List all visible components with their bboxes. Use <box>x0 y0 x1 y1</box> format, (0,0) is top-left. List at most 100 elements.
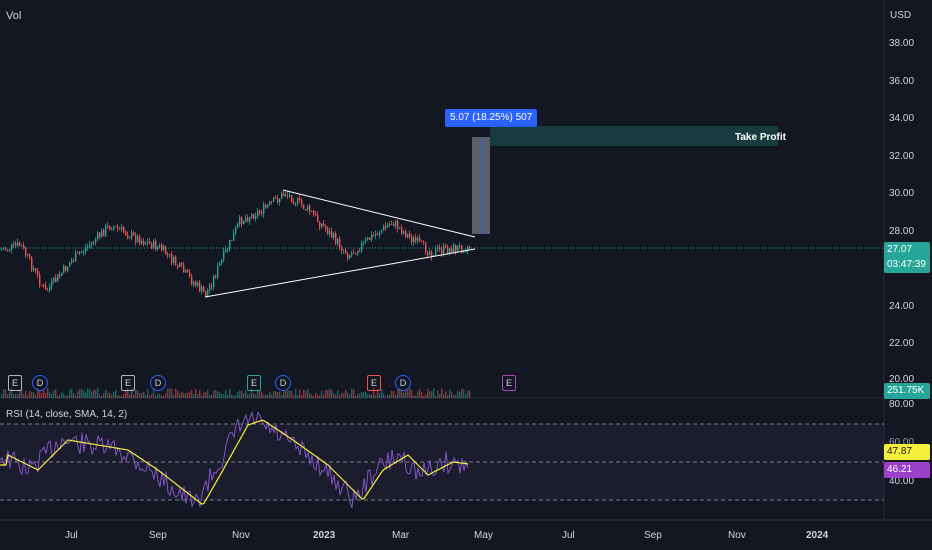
volume-bar <box>447 395 449 398</box>
earnings-event-icon[interactable]: E <box>367 375 381 391</box>
volume-bar <box>449 389 451 398</box>
time-tick: 2024 <box>806 530 829 541</box>
volume-bar <box>175 388 177 398</box>
volume-bar <box>397 388 399 398</box>
candle-body <box>125 232 127 236</box>
candle-body <box>367 237 369 240</box>
candle-body <box>443 245 445 254</box>
candle-body <box>241 217 243 225</box>
volume-bar <box>221 394 223 398</box>
candle-body <box>421 241 423 243</box>
measure-label[interactable]: 5.07 (18.25%) 507 <box>445 109 538 127</box>
volume-bar <box>289 390 291 398</box>
candle-body <box>89 244 91 247</box>
volume-bar <box>205 392 207 398</box>
candle-body <box>109 225 111 230</box>
candle-body <box>469 246 471 248</box>
candle-body <box>247 217 249 222</box>
volume-bar <box>323 394 325 398</box>
volume-bar <box>393 391 395 398</box>
volume-bar <box>17 394 19 398</box>
candle-body <box>117 225 119 229</box>
earnings-event-icon[interactable]: E <box>502 375 516 391</box>
earnings-event-icon[interactable]: E <box>247 375 261 391</box>
candle-body <box>237 223 239 228</box>
candle-body <box>233 232 235 241</box>
candle-body <box>265 204 267 208</box>
candle-body <box>123 226 125 233</box>
candle-body <box>131 232 133 238</box>
candle-body <box>13 242 15 245</box>
dividend-event-icon[interactable]: D <box>150 375 166 391</box>
candle-body <box>279 198 281 203</box>
volume-bar <box>461 388 463 398</box>
candle-body <box>163 246 165 250</box>
volume-bar <box>387 394 389 398</box>
candle-body <box>407 233 409 238</box>
volume-bar <box>9 392 11 398</box>
volume-bar <box>123 394 125 398</box>
price-tick: 20.00 <box>889 374 915 385</box>
volume-bar <box>299 389 301 398</box>
volume-bar <box>239 390 241 398</box>
candle-body <box>49 286 51 291</box>
volume-bar <box>85 392 87 398</box>
volume-bar <box>47 388 49 398</box>
rsi-title[interactable]: RSI (14, close, SMA, 14, 2) <box>6 409 128 420</box>
candle-body <box>411 236 413 243</box>
volume-bar <box>99 394 101 398</box>
candle-body <box>299 198 301 200</box>
candle-body <box>255 216 257 219</box>
dividend-event-icon[interactable]: D <box>395 375 411 391</box>
candle-body <box>383 225 385 231</box>
volume-bar <box>103 392 105 398</box>
volume-bar <box>45 393 47 398</box>
candle-body <box>257 210 259 217</box>
earnings-event-icon[interactable]: E <box>121 375 135 391</box>
candle-body <box>315 214 317 216</box>
volume-bar <box>367 393 369 398</box>
volume-bar <box>77 391 79 398</box>
candle-body <box>389 223 391 225</box>
candle-body <box>351 252 353 256</box>
volume-bar <box>39 390 41 398</box>
volume-bar <box>135 390 137 398</box>
volume-bar <box>307 388 309 398</box>
candle-body <box>57 274 59 282</box>
volume-bar <box>187 392 189 398</box>
dividend-event-icon[interactable]: D <box>32 375 48 391</box>
volume-bar <box>163 395 165 398</box>
volume-bar <box>423 395 425 398</box>
candle-body <box>17 242 19 246</box>
candle-body <box>115 225 117 227</box>
volume-bar <box>335 394 337 398</box>
candle-body <box>215 275 217 278</box>
candle-body <box>147 241 149 244</box>
volume-bar <box>451 392 453 398</box>
volume-bar <box>13 394 15 398</box>
candle-body <box>53 277 55 282</box>
candle-body <box>253 213 255 219</box>
rsi-tick: 80.00 <box>889 399 915 410</box>
candle-body <box>455 245 457 252</box>
candle-body <box>335 233 337 244</box>
earnings-event-icon[interactable]: E <box>8 375 22 391</box>
volume-bar <box>245 389 247 398</box>
candle-body <box>295 203 297 205</box>
candle-body <box>79 252 81 254</box>
candle-body <box>181 262 183 266</box>
take-profit-label[interactable]: Take Profit <box>735 132 786 143</box>
candle-body <box>239 217 241 224</box>
candle-body <box>135 234 137 243</box>
candle-body <box>149 241 151 244</box>
candle-body <box>387 224 389 228</box>
candle-body <box>409 233 411 237</box>
candle-body <box>371 234 373 240</box>
candle-body <box>467 246 469 251</box>
volume-bar <box>301 395 303 398</box>
dividend-event-icon[interactable]: D <box>275 375 291 391</box>
candle-body <box>219 263 221 266</box>
candle-body <box>141 240 143 245</box>
